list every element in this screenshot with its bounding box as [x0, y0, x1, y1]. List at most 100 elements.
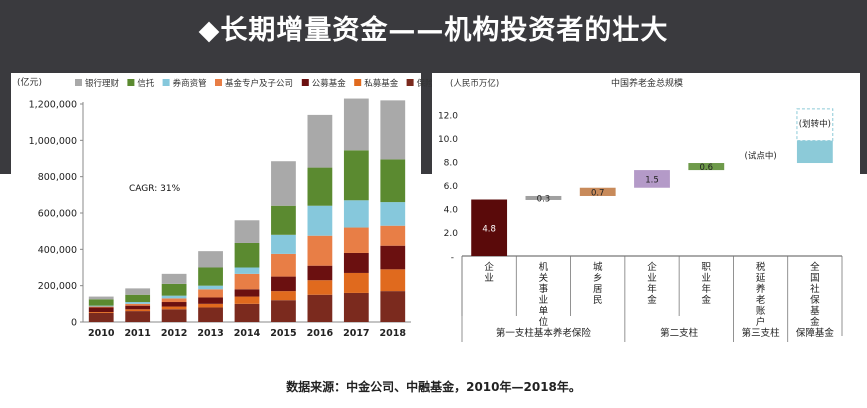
bar-2017-5 [343, 150, 369, 201]
bar-2018-5 [380, 159, 406, 203]
bar-2012-5 [161, 283, 187, 296]
page-title: ◆长期增量资金——机构投资者的壮大 [198, 15, 669, 46]
y-origin-mark: - [451, 253, 454, 263]
bar-2016-2 [307, 265, 333, 281]
bar-2017-0 [343, 292, 369, 322]
bar-2013-6 [198, 251, 223, 268]
x-tick-label-4: 2014 [234, 328, 261, 339]
waterfall-bar-1 [525, 195, 562, 200]
group-label-1: 第二支柱 [660, 327, 699, 339]
cagr-annotation: CAGR: 31% [129, 184, 181, 194]
y-tick-label-5: 1,000,000 [29, 136, 77, 147]
stacked-bar-chart-panel: (亿元) 银行理财 信托 券商资管 基金专户及子公司 公募基金 私募基金 保险 0 200,000… [11, 73, 434, 350]
bar-2017-6 [343, 98, 369, 151]
bar-2012-1 [161, 306, 187, 310]
value-label-2: 0.7 [591, 188, 605, 198]
legend-swatch-4 [301, 79, 309, 86]
x-tick-label-5: 2015 [270, 328, 296, 339]
bar-2010-4 [88, 305, 114, 307]
bar-2018-3 [380, 225, 406, 246]
y-tick-label-4: 10.0 [438, 135, 458, 145]
x-tick-label-6: 2016 [307, 328, 334, 339]
legend-label-2: 券商资管 [173, 78, 207, 89]
bar-2010-0 [88, 312, 114, 322]
value-label-3: 1.5 [645, 175, 659, 185]
bar-2012-3 [161, 298, 187, 303]
y-tick-label-0: 0 [71, 318, 77, 329]
y-tick-label-2: 400,000 [38, 245, 77, 256]
bar-2013-0 [198, 307, 223, 322]
pension-waterfall-chart-panel: (人民币万亿) 中国养老金总规模 2.0 4.0 6.0 8.0 10.0 12.0 - 4.8 企… [432, 73, 860, 350]
chart-title: 中国养老金总规模 [611, 77, 683, 89]
bar-2016-3 [307, 235, 333, 266]
legend-label-6: 保险 [417, 78, 435, 89]
bar-2015-2 [271, 276, 296, 292]
legend-swatch-0 [75, 79, 82, 86]
legend-label-5: 私募基金 [364, 78, 399, 89]
waterfall-bar-2 [579, 187, 616, 196]
x-tick-label-3: 2013 [197, 328, 223, 339]
x-tick-label-1: 2011 [124, 328, 150, 339]
y-tick-label-2: 6.0 [444, 182, 459, 192]
bar-2017-3 [343, 227, 369, 253]
bar-2016-1 [307, 280, 333, 295]
group-label-2: 第三支柱 [742, 327, 781, 339]
legend-label-1: 信托 [137, 78, 155, 89]
unit-label: (人民币万亿) [450, 78, 499, 89]
annotation-1: (划转中) [799, 118, 831, 129]
bar-2012-0 [161, 309, 187, 322]
value-label-0: 4.8 [482, 224, 496, 234]
bar-2012-6 [161, 273, 187, 284]
group-label-0: 第一支柱基本养老保险 [496, 327, 592, 339]
bar-2015-3 [271, 253, 296, 277]
y-tick-label-3: 8.0 [444, 158, 459, 168]
bar-2014-4 [234, 267, 260, 274]
x-tick-label-2: 2012 [161, 328, 187, 339]
y-tick-label-4: 800,000 [38, 172, 77, 183]
x-tick-label-8: 2018 [380, 328, 407, 339]
bar-2015-6 [271, 161, 296, 206]
bar-2011-3 [125, 303, 151, 306]
y-tick-label-1: 4.0 [444, 205, 459, 215]
bar-2018-0 [380, 291, 406, 322]
legend-swatch-3 [215, 79, 222, 86]
category-label-2: 城乡居民 [593, 262, 603, 306]
category-label-4: 职业年金 [702, 262, 712, 306]
pension-waterfall-chart: (人民币万亿) 中国养老金总规模 2.0 4.0 6.0 8.0 10.0 12.0 - 4.8 企… [438, 77, 843, 342]
waterfall-bar-6 [796, 140, 833, 164]
bar-2014-3 [234, 273, 260, 290]
bar-2018-1 [380, 269, 406, 292]
bar-2013-1 [198, 303, 223, 308]
bar-2012-2 [161, 302, 187, 307]
bar-2014-0 [234, 303, 260, 322]
stacked-bar-chart: (亿元) 银行理财 信托 券商资管 基金专户及子公司 公募基金 私募基金 保险 0 200,000… [17, 76, 434, 339]
legend-label-0: 银行理财 [85, 78, 120, 89]
bar-2014-6 [234, 220, 260, 243]
legend-label-3: 基金专户及子公司 [225, 78, 293, 89]
bar-2011-6 [125, 288, 151, 295]
data-source-note: 数据来源：中金公司、中融基金，2010年—2018年。 [286, 380, 581, 394]
category-label-6: 全国社保基金 [810, 261, 820, 328]
bar-2014-1 [234, 296, 260, 304]
category-label-5: 税延养老账户 [756, 261, 766, 328]
bar-2010-1 [88, 312, 114, 313]
bar-2013-3 [198, 289, 223, 298]
category-label-1: 机关事业单位 [539, 261, 549, 328]
category-label-3: 企业年金 [647, 261, 657, 306]
bar-2015-4 [271, 234, 296, 254]
bar-2013-2 [198, 297, 223, 304]
bar-2010-5 [88, 299, 114, 306]
legend-swatch-6 [406, 79, 414, 86]
bar-2016-0 [307, 294, 333, 322]
bar-2015-0 [271, 300, 296, 322]
bar-2011-5 [125, 294, 151, 303]
bar-2010-2 [88, 307, 114, 313]
bar-2012-4 [161, 295, 187, 299]
x-tick-label-0: 2010 [88, 328, 115, 339]
bar-2015-1 [271, 291, 296, 301]
y-tick-label-0: 2.0 [444, 229, 459, 239]
bar-2016-5 [307, 167, 333, 206]
bar-2011-4 [125, 302, 151, 304]
legend-swatch-1 [127, 79, 135, 86]
bar-2018-2 [380, 245, 406, 270]
